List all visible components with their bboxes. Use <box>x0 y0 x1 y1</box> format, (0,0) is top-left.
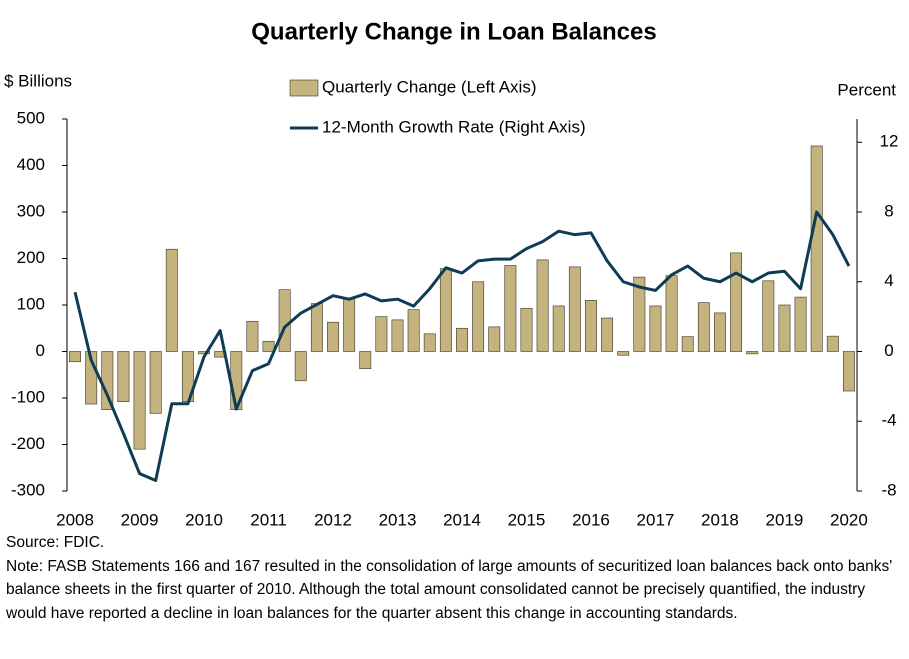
bar <box>456 327 468 352</box>
x-tick-label: 2009 <box>121 510 159 529</box>
y-tick-label: -200 <box>11 434 45 453</box>
bar <box>359 351 372 370</box>
y-axis-label: $ Billions <box>4 71 72 90</box>
bar <box>730 252 743 352</box>
y-tick-label: 100 <box>17 294 45 313</box>
bar <box>472 281 485 352</box>
x-tick-label: 2010 <box>185 510 223 529</box>
bar <box>407 309 420 352</box>
bar <box>310 303 323 352</box>
y-tick-label: -300 <box>11 480 45 499</box>
x-tick-label: 2019 <box>766 510 804 529</box>
source: Source: FDIC. <box>6 534 105 551</box>
legend-label: Quarterly Change (Left Axis) <box>322 77 536 96</box>
bar <box>762 280 775 352</box>
y-tick-label: 400 <box>17 155 45 174</box>
bar <box>714 312 726 352</box>
bar <box>504 265 517 352</box>
legend-label: 12-Month Growth Rate (Right Axis) <box>322 117 586 136</box>
y2-tick-label: 0 <box>884 341 893 360</box>
y-tick-label: -100 <box>11 387 45 406</box>
bar <box>343 297 356 352</box>
bar <box>149 351 162 414</box>
legend-swatch <box>289 79 319 97</box>
bar <box>133 351 146 450</box>
y2-tick-label: -4 <box>881 411 896 430</box>
bar <box>826 335 839 352</box>
bar <box>165 248 178 352</box>
line <box>73 210 851 483</box>
bar <box>778 304 791 352</box>
bar <box>198 351 210 355</box>
notes: Source: FDIC. Note: FASB Statements 166 … <box>6 531 906 625</box>
x-tick-label: 2013 <box>379 510 417 529</box>
bar <box>520 307 533 352</box>
x-tick-label: 2018 <box>701 510 739 529</box>
bar <box>649 305 662 352</box>
chart: Quarterly Change in Loan Balances $ Bill… <box>4 18 899 529</box>
y2-tick-label: 8 <box>884 201 893 220</box>
bar <box>278 289 291 352</box>
x-tick-label: 2020 <box>830 510 868 529</box>
x-tick-label: 2011 <box>250 510 287 529</box>
bar <box>327 321 339 352</box>
bar <box>681 336 694 352</box>
x-tick-label: 2016 <box>572 510 610 529</box>
bar <box>633 276 646 352</box>
x-tick-label: 2008 <box>56 510 94 529</box>
x-tick-label: 2012 <box>314 510 352 529</box>
bar <box>697 302 710 352</box>
bar <box>262 340 275 352</box>
bar <box>842 351 855 392</box>
bar <box>552 305 565 352</box>
bar <box>423 333 436 352</box>
bar <box>794 296 807 352</box>
bar <box>246 320 259 352</box>
note: Note: FASB Statements 166 and 167 result… <box>6 557 893 622</box>
bar <box>665 275 678 352</box>
y-tick-label: 0 <box>36 341 45 360</box>
y2-tick-label: 4 <box>884 271 893 290</box>
bar <box>375 316 388 352</box>
bar <box>746 351 759 355</box>
y2-axis-label: Percent <box>837 80 896 99</box>
bar <box>617 351 630 356</box>
y-tick-label: 200 <box>17 248 45 267</box>
bar <box>294 351 307 382</box>
y2-tick-label: -8 <box>881 480 896 499</box>
y-tick-label: 500 <box>17 108 45 127</box>
bar <box>69 351 82 363</box>
bar <box>601 317 614 352</box>
x-tick-label: 2014 <box>443 510 481 529</box>
bar <box>568 266 581 352</box>
bar <box>391 319 404 352</box>
y2-tick-label: 12 <box>880 132 899 151</box>
bar <box>85 351 98 405</box>
bar <box>536 259 549 352</box>
bar <box>117 351 130 403</box>
bar <box>810 145 823 352</box>
bar <box>488 326 501 352</box>
y-tick-label: 300 <box>17 201 45 220</box>
bar <box>439 268 452 352</box>
bar <box>585 300 597 352</box>
x-tick-label: 2017 <box>637 510 675 529</box>
chart-title: Quarterly Change in Loan Balances <box>251 18 656 45</box>
x-tick-label: 2015 <box>508 510 546 529</box>
